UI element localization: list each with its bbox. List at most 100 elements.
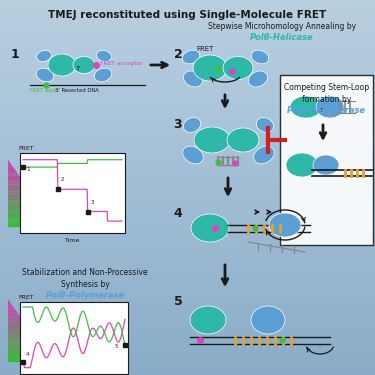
Bar xyxy=(0,3,375,4)
Bar xyxy=(0,6,375,7)
Bar xyxy=(0,193,375,194)
Bar xyxy=(0,23,375,24)
Bar xyxy=(0,178,375,179)
Bar xyxy=(0,66,375,67)
Bar xyxy=(0,199,375,200)
Polygon shape xyxy=(8,214,48,216)
Bar xyxy=(0,41,375,42)
Bar xyxy=(0,304,375,305)
Bar xyxy=(0,98,375,99)
Bar xyxy=(0,64,375,65)
Bar xyxy=(0,40,375,41)
Bar xyxy=(0,112,375,113)
Bar xyxy=(0,183,375,184)
Bar xyxy=(0,34,375,35)
Bar xyxy=(0,95,375,96)
Bar xyxy=(0,20,375,21)
Bar xyxy=(0,165,375,166)
Bar xyxy=(0,153,375,154)
Ellipse shape xyxy=(190,306,226,334)
Bar xyxy=(0,330,375,331)
Text: FRET: FRET xyxy=(18,146,34,151)
Bar xyxy=(0,335,375,336)
Polygon shape xyxy=(8,316,22,319)
Polygon shape xyxy=(8,344,42,345)
Text: 3’: 3’ xyxy=(318,108,324,114)
Bar xyxy=(0,168,375,169)
Ellipse shape xyxy=(183,71,203,87)
Bar xyxy=(0,22,375,23)
Bar xyxy=(0,295,375,296)
Bar xyxy=(0,293,375,294)
Bar xyxy=(0,312,375,313)
Bar xyxy=(0,303,375,304)
Text: Time: Time xyxy=(65,238,80,243)
Bar xyxy=(0,318,375,319)
Bar xyxy=(0,10,375,11)
Text: Synthesis by: Synthesis by xyxy=(61,280,110,289)
Bar xyxy=(0,151,375,152)
Polygon shape xyxy=(8,310,17,312)
Bar xyxy=(0,190,375,191)
Polygon shape xyxy=(8,223,55,225)
Bar xyxy=(0,364,375,365)
Bar xyxy=(0,189,375,190)
Polygon shape xyxy=(8,176,21,178)
Bar xyxy=(0,91,375,92)
Bar xyxy=(0,83,375,84)
Polygon shape xyxy=(8,191,32,194)
Bar xyxy=(0,350,375,351)
Bar xyxy=(0,283,375,284)
FancyBboxPatch shape xyxy=(280,75,373,245)
Bar xyxy=(0,192,375,193)
Bar xyxy=(0,126,375,127)
Bar xyxy=(0,251,375,252)
Bar xyxy=(0,218,375,219)
Bar xyxy=(0,191,375,192)
Bar xyxy=(0,205,375,206)
Ellipse shape xyxy=(97,50,111,62)
Bar xyxy=(0,224,375,225)
Text: Stepwise Microhomology Annealing by: Stepwise Microhomology Annealing by xyxy=(208,22,356,31)
Bar xyxy=(0,108,375,109)
Bar xyxy=(0,158,375,159)
Bar xyxy=(0,267,375,268)
Bar xyxy=(0,363,375,364)
Bar xyxy=(0,17,375,18)
Polygon shape xyxy=(8,327,30,329)
Bar xyxy=(0,311,375,312)
Bar xyxy=(0,331,375,332)
Bar xyxy=(0,359,375,360)
Bar xyxy=(0,290,375,291)
Bar xyxy=(0,68,375,69)
Bar xyxy=(0,316,375,317)
Bar xyxy=(0,194,375,195)
Bar xyxy=(0,85,375,86)
Bar xyxy=(0,221,375,222)
Bar xyxy=(0,232,375,233)
Bar xyxy=(0,105,375,106)
Bar xyxy=(0,173,375,174)
Bar xyxy=(0,291,375,292)
Bar xyxy=(0,250,375,251)
Polygon shape xyxy=(8,352,48,354)
Ellipse shape xyxy=(73,57,95,74)
Polygon shape xyxy=(8,225,57,227)
Bar xyxy=(0,278,375,279)
Bar xyxy=(0,11,375,12)
Text: 3: 3 xyxy=(91,200,94,204)
Bar xyxy=(0,302,375,303)
Bar xyxy=(0,70,375,71)
Bar xyxy=(0,121,375,122)
Bar xyxy=(0,185,375,186)
Bar xyxy=(0,75,375,76)
Polygon shape xyxy=(8,323,27,325)
Bar xyxy=(0,0,375,1)
Bar xyxy=(0,342,375,343)
Bar xyxy=(0,252,375,253)
Bar xyxy=(0,277,375,278)
Bar xyxy=(0,306,375,307)
Bar xyxy=(0,371,375,372)
Bar xyxy=(0,145,375,146)
Polygon shape xyxy=(8,335,36,337)
